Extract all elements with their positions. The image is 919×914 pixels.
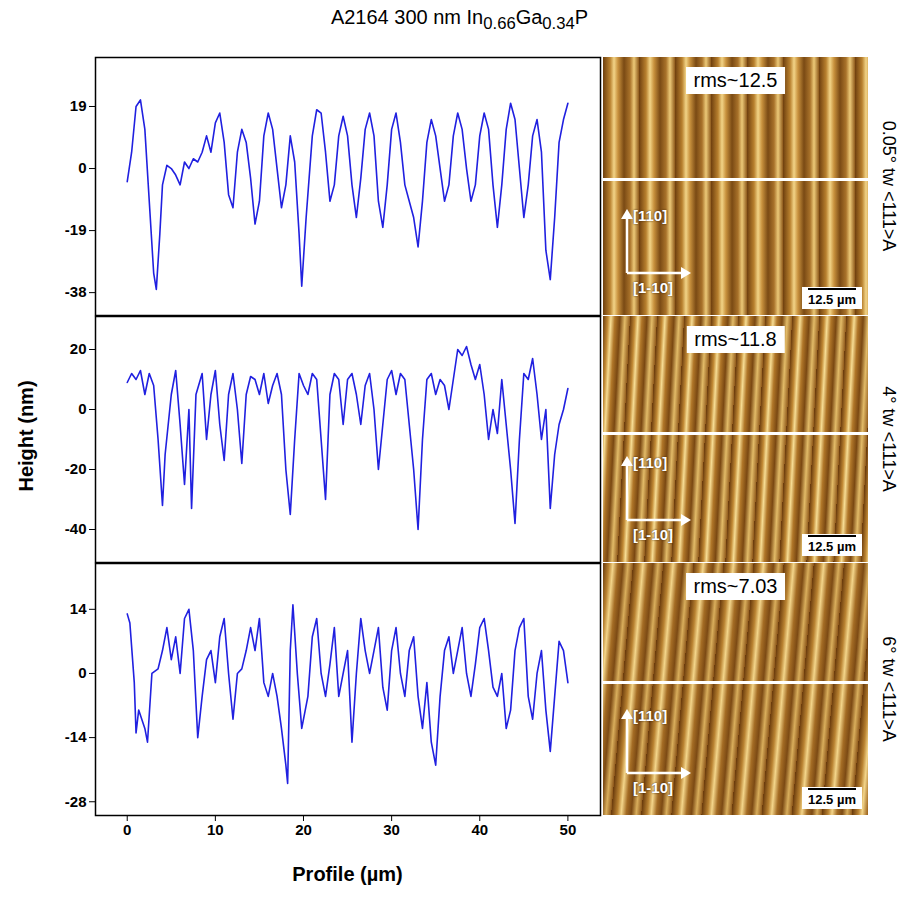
- svg-text:-19: -19: [65, 221, 87, 238]
- html-text:rms~11.8: rms~11.8: [694, 328, 777, 350]
- svg-text:-40: -40: [65, 520, 87, 537]
- html-text:[1-10]: [1-10]: [633, 526, 673, 543]
- html-text:[1-10]: [1-10]: [633, 779, 673, 796]
- svg-text:19: 19: [70, 97, 87, 114]
- svg-text:10: 10: [207, 821, 224, 838]
- html-text:A2164 300 nm In0.66Ga0.34P: A2164 300 nm In0.66Ga0.34P: [330, 6, 589, 33]
- svg-text:40: 40: [471, 821, 488, 838]
- svg-text:50: 50: [560, 821, 577, 838]
- svg-text:0: 0: [123, 821, 131, 838]
- html-text:0.05° tw <111>A: 0.05° tw <111>A: [879, 120, 899, 252]
- svg-text:-14: -14: [65, 728, 87, 745]
- html-text:12.5 µm: 12.5 µm: [808, 792, 856, 807]
- html-text:[1-10]: [1-10]: [633, 279, 673, 296]
- svg-text:-20: -20: [65, 460, 87, 477]
- html-text:[110]: [110]: [633, 207, 668, 224]
- svg-text:0: 0: [78, 664, 86, 681]
- svg-text:-38: -38: [65, 283, 87, 300]
- svg-text:-28: -28: [65, 793, 87, 810]
- html-text:[110]: [110]: [633, 454, 668, 471]
- svg-text:14: 14: [70, 600, 87, 617]
- html-text:[110]: [110]: [633, 707, 668, 724]
- svg-text:20: 20: [70, 340, 87, 357]
- html-text:rms~12.5: rms~12.5: [693, 69, 778, 91]
- html-text:Profile (µm): Profile (µm): [292, 863, 403, 885]
- html-text:12.5 µm: 12.5 µm: [808, 292, 856, 307]
- svg-text:0: 0: [78, 400, 86, 417]
- html-text:6° tw <111>A: 6° tw <111>A: [879, 636, 899, 742]
- html-text:Height (nm): Height (nm): [14, 380, 37, 492]
- svg-text:30: 30: [383, 821, 400, 838]
- html-text:rms~7.03: rms~7.03: [693, 575, 778, 597]
- svg-text:20: 20: [295, 821, 312, 838]
- html-text:4° tw <111>A: 4° tw <111>A: [879, 386, 899, 492]
- html-text:12.5 µm: 12.5 µm: [808, 539, 856, 554]
- svg-text:0: 0: [78, 159, 86, 176]
